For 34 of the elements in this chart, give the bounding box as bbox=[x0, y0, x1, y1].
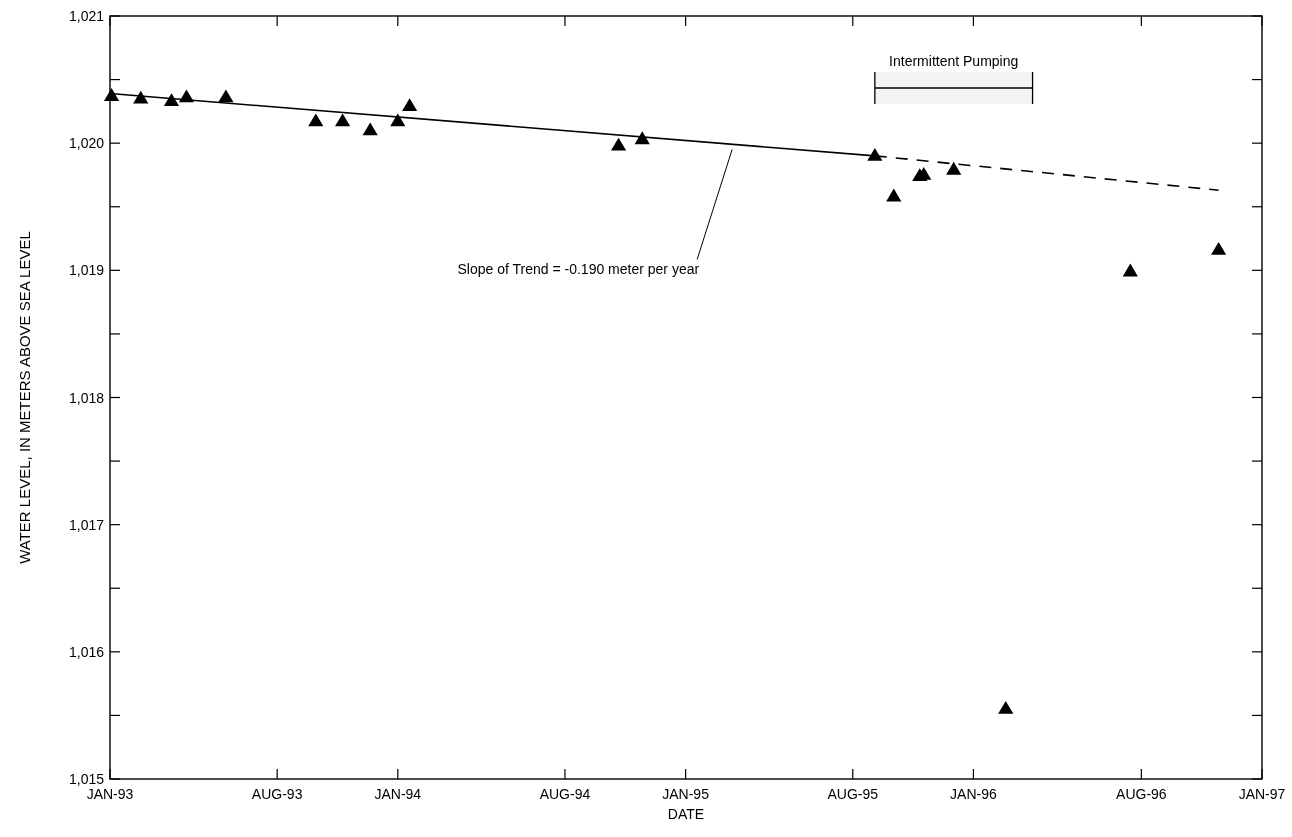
point bbox=[163, 93, 180, 106]
point bbox=[610, 137, 627, 151]
x-tick-label: JAN-96 bbox=[950, 786, 997, 802]
y-tick-label: 1,019 bbox=[68, 262, 105, 279]
y-tick-label: 1,018 bbox=[68, 389, 105, 406]
point bbox=[1211, 241, 1227, 255]
band-label: Intermittent Pumping bbox=[889, 53, 1019, 69]
point bbox=[335, 113, 351, 127]
y-tick-label: 1,015 bbox=[68, 771, 105, 787]
point bbox=[308, 113, 324, 127]
y-tick-label: 1,021 bbox=[68, 8, 105, 24]
point bbox=[218, 89, 234, 103]
y-tick-label: 1,016 bbox=[68, 643, 105, 660]
point bbox=[886, 188, 902, 202]
x-tick-label: AUG-94 bbox=[539, 786, 591, 802]
annotation: Slope of Trend = -0.190 meter per year bbox=[457, 260, 700, 277]
x-tick-label: JAN-93 bbox=[86, 786, 134, 802]
point bbox=[998, 701, 1014, 714]
point bbox=[103, 88, 120, 101]
x-tick-label: JAN-97 bbox=[1238, 786, 1286, 802]
x-tick-label: JAN-94 bbox=[374, 786, 422, 802]
y-tick-label: 1,020 bbox=[68, 135, 105, 152]
point bbox=[867, 147, 883, 161]
point bbox=[362, 122, 378, 136]
point bbox=[402, 98, 418, 112]
point bbox=[1122, 263, 1138, 277]
x-tick-label: JAN-95 bbox=[662, 786, 710, 802]
x-tick-label: AUG-95 bbox=[827, 786, 879, 802]
x-tick-label: AUG-96 bbox=[1116, 786, 1167, 802]
x-tick-label: AUG-93 bbox=[251, 786, 303, 802]
x-axis-title: DATE bbox=[667, 806, 705, 822]
y-tick-label: 1,017 bbox=[68, 516, 105, 533]
y-axis-title: WATER LEVEL, IN METERS ABOVE SEA LEVEL bbox=[16, 231, 33, 564]
point bbox=[946, 161, 962, 175]
